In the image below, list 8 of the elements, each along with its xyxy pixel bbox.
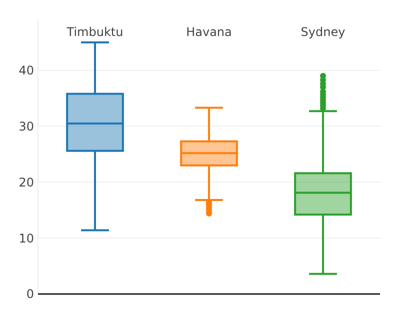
x-tick-label: Havana [186, 25, 232, 39]
y-tick-label: 40 [18, 64, 34, 78]
y-tick-label: 0 [26, 287, 34, 302]
x-tick-label: Timbuktu [66, 25, 124, 39]
x-tick-label: Sydney [300, 25, 346, 39]
y-tick-label: 10 [18, 231, 34, 246]
y-tick-label: 30 [18, 119, 34, 134]
y-tick-label: 20 [18, 175, 34, 190]
